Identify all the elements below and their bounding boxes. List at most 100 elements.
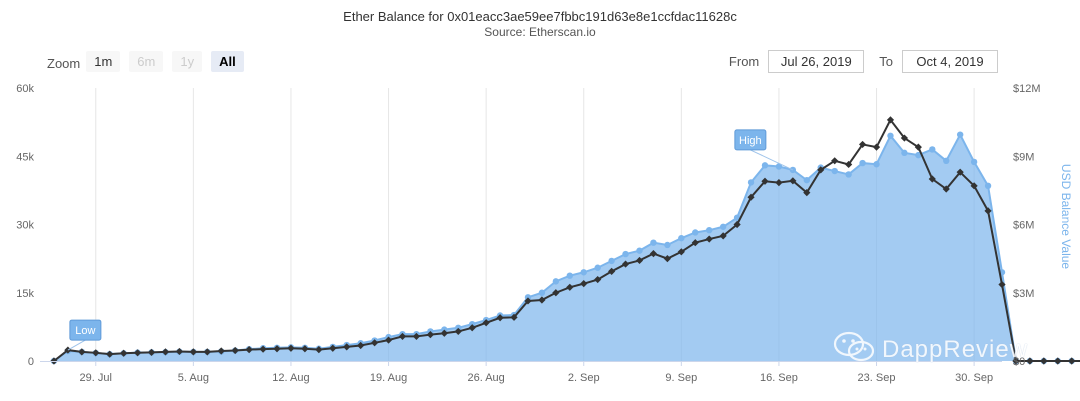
ether-data-point — [106, 350, 114, 358]
usd-data-point — [650, 239, 657, 246]
usd-data-point — [859, 159, 866, 167]
right-y-tick-label: $0 — [1013, 356, 1025, 368]
ether-data-point — [803, 189, 811, 197]
to-label: To — [879, 54, 893, 69]
usd-data-point — [706, 226, 713, 234]
usd-data-point — [719, 223, 727, 230]
ether-data-point — [78, 348, 86, 356]
usd-data-point — [594, 264, 601, 271]
ether-data-point — [315, 346, 323, 354]
ether-data-point — [1054, 357, 1062, 365]
ether-data-point — [510, 313, 518, 321]
ether-data-point — [92, 349, 100, 357]
ether-data-point — [120, 349, 128, 357]
date-range-selector: From Jul 26, 2019 To Oct 4, 2019 — [729, 50, 998, 73]
ether-data-point — [649, 250, 658, 258]
usd-data-point — [566, 272, 573, 279]
ether-data-point — [496, 314, 504, 322]
ether-data-point — [1040, 357, 1048, 365]
ether-data-point — [817, 166, 825, 174]
ether-data-point — [998, 280, 1006, 289]
ether-data-point — [259, 345, 267, 353]
ether-data-point — [872, 143, 881, 151]
right-y-tick-label: $6M — [1013, 220, 1034, 232]
usd-area-fill — [53, 134, 1080, 361]
usd-data-point — [636, 247, 643, 254]
x-tick-label: 5. Aug — [178, 372, 209, 384]
wechat-icon — [832, 330, 876, 369]
ether-data-point — [733, 220, 741, 229]
ether-data-point — [677, 248, 685, 256]
ether-data-point — [747, 193, 755, 201]
x-tick-label: 23. Sep — [858, 372, 896, 384]
ether-data-point — [1012, 357, 1020, 365]
ether-data-point — [956, 168, 964, 176]
usd-data-point — [873, 161, 880, 168]
ether-data-point — [454, 327, 462, 336]
ether-data-point — [175, 347, 184, 356]
usd-data-point — [956, 131, 964, 138]
ether-data-point — [1026, 357, 1034, 365]
ether-data-point — [886, 116, 895, 124]
usd-data-point — [901, 149, 908, 157]
ether-data-point — [594, 275, 602, 284]
ether-data-point — [775, 179, 783, 187]
ether-data-point — [789, 177, 797, 185]
left-y-tick-label: 0 — [28, 356, 34, 368]
zoom-1y-button[interactable]: 1y — [172, 51, 203, 72]
usd-data-point — [608, 257, 615, 265]
x-tick-label: 2. Sep — [568, 372, 600, 384]
x-tick-label: 16. Sep — [760, 372, 798, 384]
usd-data-point — [538, 289, 546, 296]
ether-data-point — [440, 329, 448, 337]
ether-data-point — [343, 343, 351, 351]
ether-data-point — [858, 140, 867, 149]
ether-data-point — [831, 157, 839, 165]
flag-box — [734, 129, 767, 151]
right-y-tick-label: $9M — [1013, 151, 1034, 163]
usd-data-point — [552, 278, 560, 285]
ether-data-point — [719, 232, 727, 240]
zoom-6m-button[interactable]: 6m — [129, 51, 164, 72]
usd-data-point — [970, 158, 978, 166]
ether-data-point — [621, 260, 630, 268]
ether-data-point — [1068, 357, 1076, 365]
ether-data-point — [538, 296, 546, 304]
usd-data-point — [845, 171, 852, 178]
zoom-all-button[interactable]: All — [211, 51, 244, 72]
usd-data-point — [524, 294, 532, 301]
ether-data-point — [426, 331, 434, 339]
usd-data-point — [761, 162, 769, 169]
from-date-input[interactable]: Jul 26, 2019 — [768, 50, 865, 73]
usd-data-point — [664, 241, 671, 249]
ether-data-point — [329, 344, 337, 352]
ether-data-point — [608, 267, 616, 275]
ether-line-series — [50, 116, 1080, 365]
ether-data-point — [189, 348, 197, 356]
usd-data-point — [441, 326, 448, 333]
chart-flags: Low High — [67, 129, 794, 351]
ether-data-point — [705, 235, 713, 243]
ether-data-point — [845, 160, 853, 169]
zoom-1m-button[interactable]: 1m — [86, 51, 121, 72]
x-tick-label: 9. Sep — [665, 372, 697, 384]
ether-data-point — [761, 177, 769, 185]
left-y-tick-label: 30k — [16, 220, 34, 232]
x-tick-label: 19. Aug — [370, 372, 407, 384]
ether-data-point — [412, 332, 421, 341]
ether-data-point — [468, 324, 476, 332]
ether-data-point — [566, 283, 574, 291]
watermark: DappReview — [832, 330, 1028, 369]
x-tick-label: 26. Aug — [467, 372, 504, 384]
ether-data-point — [273, 345, 281, 353]
ether-data-point — [635, 256, 644, 265]
ether-data-point — [357, 341, 365, 350]
x-tick-label: 29. Jul — [80, 372, 112, 384]
usd-data-point — [469, 320, 476, 328]
to-date-input[interactable]: Oct 4, 2019 — [902, 50, 998, 73]
ether-data-point — [231, 346, 239, 355]
ether-data-point — [398, 332, 407, 341]
usd-data-point — [929, 146, 936, 153]
left-y-tick-label: 15k — [16, 288, 34, 300]
